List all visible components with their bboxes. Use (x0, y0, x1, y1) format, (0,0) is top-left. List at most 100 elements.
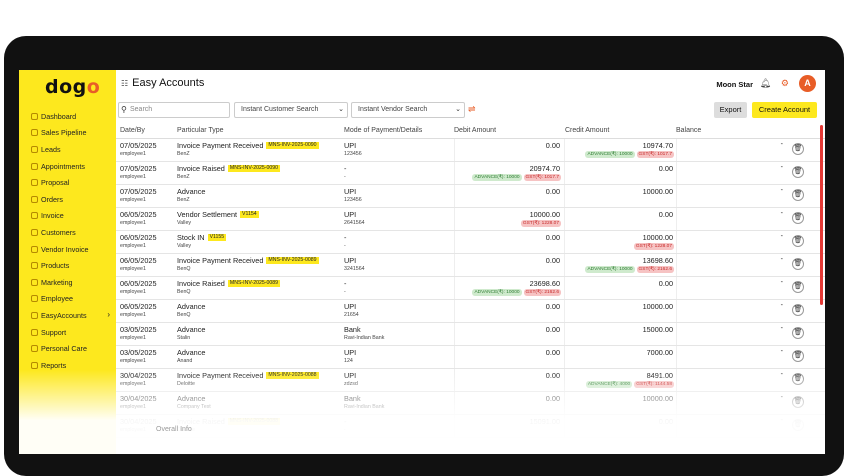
sidebar-item-label: Support (41, 327, 67, 337)
row-by: employee1 (120, 243, 146, 249)
row-ref: 124 (344, 358, 353, 364)
sidebar-item-appointments[interactable]: Appointments (19, 158, 116, 175)
sidebar-item-products[interactable]: Products (19, 257, 116, 274)
advance-badge: ADVANCE(₹): 4000 (585, 381, 633, 388)
debit-amount: 0.00 (545, 394, 560, 403)
sidebar-item-sales-pipeline[interactable]: Sales Pipeline (19, 125, 116, 142)
debit-badges: ADVANCE(₹): 10000 GST(₹): 1017.7 (470, 174, 561, 181)
sidebar-item-support[interactable]: Support (19, 324, 116, 341)
sidebar-item-label: Employee (41, 294, 73, 304)
trash-icon[interactable]: 🗑︎ (792, 143, 804, 155)
col-balance: Balance (676, 127, 702, 134)
trash-icon[interactable]: 🗑︎ (792, 189, 804, 201)
trash-icon[interactable]: 🗑︎ (792, 373, 804, 385)
row-date: 07/05/2025 (120, 164, 157, 173)
products-icon (31, 262, 38, 270)
sidebar-item-label: Leads (41, 144, 61, 154)
invoice-tag[interactable]: MNS-INV-2025-0089 (266, 257, 319, 264)
user-name: Moon Star (716, 80, 753, 89)
row-balance: - (676, 185, 787, 207)
invoice-tag[interactable]: MNS-INV-2025-0089 (227, 280, 281, 287)
row-type-text: Stock IN (177, 233, 205, 242)
menu-toggle-icon[interactable]: ☷ (121, 78, 129, 88)
row-type-text: Invoice Raised (177, 279, 225, 288)
sidebar-item-dashboard[interactable]: Dashboard (19, 108, 116, 125)
row-balance: - (676, 208, 787, 230)
col-debit: Debit Amount (454, 127, 497, 134)
scrollbar[interactable] (820, 125, 823, 305)
balance-value: - (780, 256, 783, 263)
row-date: 06/05/2025 (120, 302, 157, 311)
sidebar-item-proposal[interactable]: Proposal (19, 174, 116, 191)
sidebar-item-marketing[interactable]: Marketing (19, 274, 116, 291)
invoice-tag[interactable]: MNS-INV-2025-0090 (266, 142, 319, 149)
customer-search-select[interactable]: Instant Customer Search ⌄ (234, 102, 348, 118)
row-type: Advance (177, 394, 205, 403)
trash-icon[interactable]: 🗑︎ (792, 258, 804, 270)
trash-icon[interactable]: 🗑︎ (792, 350, 804, 362)
row-by: employee1 (120, 404, 146, 410)
balance-value: - (780, 279, 783, 286)
filter-bar: ⚲ Search Instant Customer Search ⌄ Insta… (116, 102, 825, 120)
sidebar-item-invoice[interactable]: Invoice (19, 208, 116, 225)
row-balance: - (676, 277, 787, 299)
vendor-search-select[interactable]: Instant Vendor Search ⌄ (351, 102, 465, 118)
row-type: Advance (177, 348, 205, 357)
sidebar-item-orders[interactable]: Orders (19, 191, 116, 208)
trash-icon[interactable]: 🗑︎ (792, 281, 804, 293)
vendor-invoice-icon (31, 245, 38, 253)
sidebar-item-leads[interactable]: Leads (19, 141, 116, 158)
balance-value: - (780, 302, 783, 309)
row-debit: 10000.00 GST(₹): 1228.07 (454, 208, 563, 230)
balance-value: - (780, 141, 783, 148)
accounts-icon (31, 311, 38, 319)
trash-icon[interactable]: 🗑︎ (792, 235, 804, 247)
gear-icon[interactable]: ⚙ (780, 78, 789, 88)
row-by: employee1 (120, 174, 146, 180)
sidebar-item-employee[interactable]: Employee (19, 291, 116, 308)
row-debit: 0.00 (454, 369, 563, 391)
filter-icon[interactable]: ⇌ (468, 104, 476, 114)
row-credit: 0.00 (564, 277, 676, 299)
row-type-text: Invoice Payment Received (177, 141, 264, 150)
credit-amount: 8491.00 (646, 371, 673, 380)
export-button[interactable]: Export (714, 102, 747, 118)
trash-icon[interactable]: 🗑︎ (792, 166, 804, 178)
sidebar-item-customers[interactable]: Customers (19, 224, 116, 241)
invoice-tag[interactable]: V1155 (207, 234, 227, 241)
row-date: 30/04/2025 (120, 394, 157, 403)
trash-icon[interactable]: 🗑︎ (792, 212, 804, 224)
row-mode: - (344, 164, 347, 173)
table-row: 03/05/2025 employee1 Advance Stalin Bank Ravi… (116, 323, 825, 346)
row-by: employee1 (120, 381, 146, 387)
row-mode: UPI (344, 348, 357, 357)
balance-value: - (780, 348, 783, 355)
invoice-tag[interactable]: MNS-INV-2025-0088 (266, 372, 319, 379)
trash-icon[interactable]: 🗑︎ (792, 396, 804, 408)
dashboard-icon (31, 112, 38, 120)
sidebar-item-reports[interactable]: Reports (19, 357, 116, 374)
search-input[interactable]: ⚲ Search (118, 102, 230, 118)
row-ref: 2641564 (344, 220, 365, 226)
create-account-button[interactable]: Create Account (752, 102, 817, 118)
row-ref: Ravi-Indian Bank (344, 404, 385, 410)
invoice-tag[interactable]: MNS-INV-2025-0088 (227, 418, 281, 425)
invoice-tag[interactable]: MNS-INV-2025-0090 (227, 165, 281, 172)
support-icon (31, 328, 38, 336)
table-row: 06/05/2025 employee1 Invoice Raised MNS-INV… (116, 277, 825, 300)
bell-icon[interactable]: 🔔︎ (759, 78, 771, 88)
invoice-tag[interactable]: V1154 (240, 211, 259, 218)
row-type-text: Invoice Payment Received (177, 256, 264, 265)
debit-amount: 0.00 (545, 141, 560, 150)
sidebar-item-vendor-invoice[interactable]: Vendor Invoice (19, 241, 116, 258)
avatar[interactable]: A (799, 75, 816, 92)
gst-badge: GST(₹): 1017.7 (636, 151, 674, 158)
credit-amount: 0.00 (658, 164, 673, 173)
row-balance: - (676, 323, 787, 345)
row-type: Advance (177, 302, 205, 311)
debit-amount: 0.00 (545, 325, 560, 334)
trash-icon[interactable]: 🗑︎ (792, 304, 804, 316)
sidebar-item-personal-care[interactable]: Personal Care (19, 340, 116, 357)
sidebar-item-easyaccounts[interactable]: EasyAccounts › (19, 307, 116, 324)
trash-icon[interactable]: 🗑︎ (792, 327, 804, 339)
